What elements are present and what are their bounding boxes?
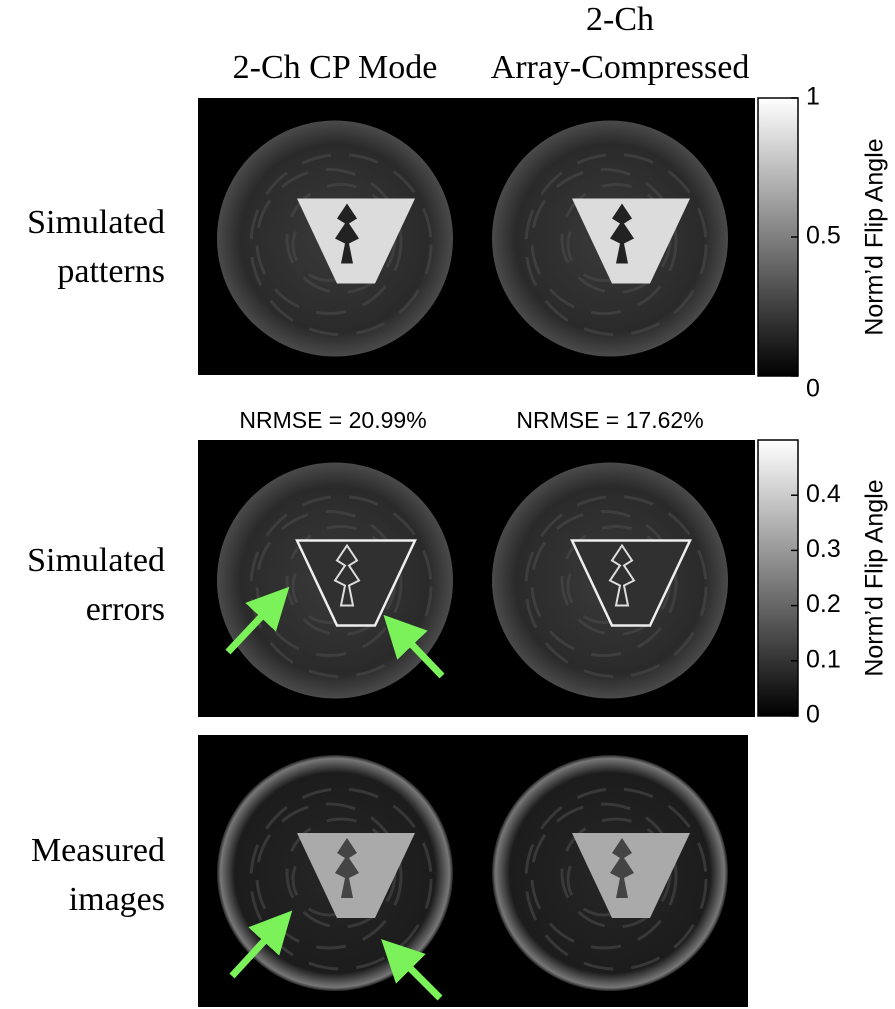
- column-header: Array-Compressed: [491, 49, 750, 86]
- colorbar-tick-label: 1: [806, 83, 820, 111]
- arrow: [383, 614, 445, 679]
- swirl: [524, 153, 708, 336]
- row-label: Simulated: [27, 204, 165, 241]
- swirl: [530, 510, 678, 657]
- row-label: Measured: [31, 832, 165, 869]
- arrow: [225, 586, 290, 655]
- row-label: errors: [86, 591, 165, 628]
- leaf-outline: [333, 543, 361, 607]
- colorbar: [757, 439, 799, 717]
- nrmse-label: NRMSE = 17.62%: [516, 407, 703, 433]
- swirl: [249, 787, 433, 971]
- colorbar-tick-label: 0.4: [806, 480, 841, 508]
- swirl: [530, 802, 678, 950]
- colorbar-tick-label: 0.1: [806, 645, 841, 673]
- leaf: [610, 838, 634, 898]
- column-header: 2-Ch CP Mode: [233, 49, 438, 86]
- swirl: [530, 168, 678, 315]
- row-label: patterns: [57, 253, 165, 290]
- leaf-outline: [608, 543, 636, 607]
- swirl: [255, 168, 403, 315]
- labels: 2-Ch CP Mode 2-Ch Array-Compressed Simulate…: [27, 1, 889, 918]
- nrmse-label: NRMSE = 20.99%: [239, 407, 426, 433]
- colorbar-label: Norm’d Flip Angle: [861, 479, 889, 676]
- v-shape: [572, 833, 690, 918]
- colorbar-label: Norm’d Flip Angle: [861, 138, 889, 335]
- v-shape: [297, 833, 415, 918]
- colorbar-tick-label: 0.2: [806, 590, 841, 618]
- leaf: [335, 838, 359, 898]
- swirl: [255, 802, 403, 950]
- leaf: [335, 203, 359, 264]
- swirl: [249, 153, 433, 336]
- arrow: [381, 939, 443, 1001]
- colorbar-tick-label: 0.3: [806, 535, 841, 563]
- arrow: [229, 910, 293, 979]
- row-label: images: [69, 881, 165, 918]
- column-header: 2-Ch: [586, 1, 654, 38]
- colorbar-tick-label: 0: [806, 701, 820, 729]
- colorbar-tick-label: 0.5: [806, 222, 841, 250]
- swirl: [524, 495, 708, 678]
- swirl: [524, 787, 708, 971]
- v-shape: [572, 198, 690, 284]
- leaf: [610, 203, 634, 264]
- v-shape: [297, 198, 415, 284]
- colorbar-tick-label: 0: [806, 375, 820, 403]
- image-panels: [198, 98, 755, 1007]
- swirl: [249, 495, 433, 678]
- swirl: [255, 510, 403, 657]
- row-label: Simulated: [27, 542, 165, 579]
